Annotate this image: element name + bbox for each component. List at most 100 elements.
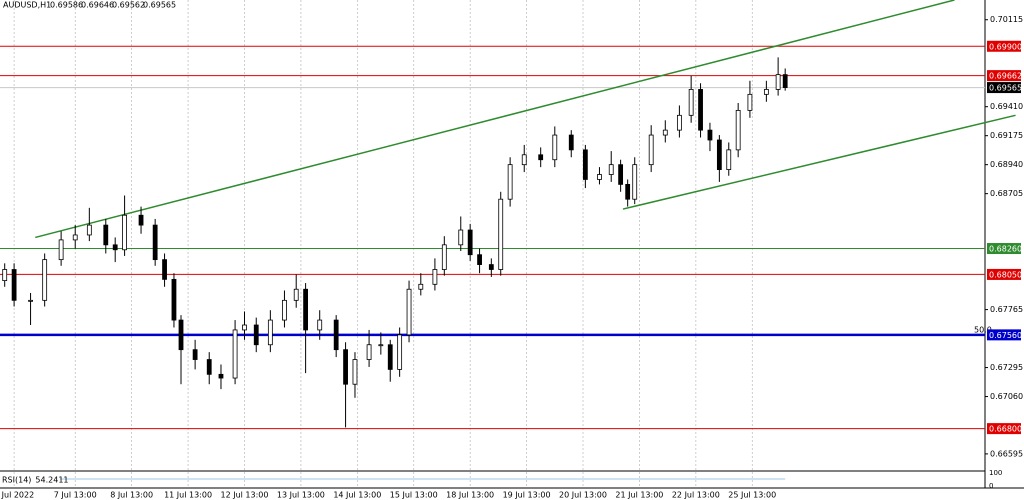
x-tick-label: 19 Jul 13:00	[503, 491, 551, 500]
candle-body	[726, 149, 732, 170]
x-tick-label: 7 Jul 13:00	[54, 491, 97, 500]
candle-body	[267, 319, 273, 346]
candle-body	[103, 224, 109, 246]
x-tick-label: 21 Jul 13:00	[615, 491, 663, 500]
candle-body	[28, 299, 33, 302]
candle-body	[648, 134, 654, 166]
x-tick-label: 22 Jul 13:00	[672, 491, 720, 500]
candle-body	[568, 134, 574, 151]
candle-body	[192, 349, 198, 360]
level-label-box	[987, 70, 1021, 82]
candle-body	[232, 329, 238, 379]
header-value: 0.69562	[112, 1, 145, 10]
candle-body	[282, 299, 287, 321]
level-label-box	[987, 329, 1021, 341]
candle-body	[698, 89, 703, 131]
candle-body	[458, 229, 464, 246]
candle-body	[582, 149, 588, 180]
candle-body	[86, 224, 92, 236]
y-tick-label: 0.67060	[990, 392, 1023, 401]
rsi-tick-label: 100	[989, 469, 1002, 477]
candle-body	[352, 359, 358, 385]
x-tick-label: 13 Jul 13:00	[277, 491, 325, 500]
y-tick-label: 0.68940	[990, 160, 1023, 169]
y-tick-label: 0.68705	[990, 189, 1023, 198]
candle-body	[597, 174, 602, 180]
y-tick-label: 0.67295	[990, 363, 1023, 372]
candle-body	[477, 254, 482, 265]
level-label-box	[987, 82, 1021, 94]
x-tick-label: 14 Jul 13:00	[333, 491, 381, 500]
candle-body	[253, 324, 259, 346]
axes: 5 Jul 2022 7 Jul 13:00 8 Jul 13:00 11 Jul 1…	[0, 15, 1023, 499]
candle-body	[676, 114, 682, 131]
candle-body	[42, 259, 48, 301]
candle-body	[293, 288, 299, 301]
candle-body	[688, 89, 694, 116]
candle-body	[418, 283, 424, 290]
candle-body	[441, 244, 447, 270]
y-tick-label: 0.69410	[990, 102, 1023, 111]
level-label: 0.68260	[989, 245, 1022, 254]
x-tick-label: 18 Jul 13:00	[446, 491, 494, 500]
candle-body	[242, 324, 247, 331]
candle-body	[343, 349, 348, 385]
y-tick-label: 0.66595	[990, 449, 1023, 458]
candle-body	[538, 154, 544, 161]
candle-body	[171, 278, 177, 321]
y-tick-label: 0.70115	[990, 15, 1023, 24]
candle-body	[707, 129, 713, 141]
candle-body	[552, 134, 558, 161]
candle-body	[122, 214, 127, 251]
candle-body	[498, 198, 504, 270]
candle-body	[716, 139, 722, 170]
level-label-box	[987, 423, 1021, 435]
candle-body	[662, 129, 668, 136]
candle-body	[747, 93, 753, 111]
trendline	[622, 114, 1016, 210]
x-tick-label: 8 Jul 13:00	[110, 491, 153, 500]
candle-body	[162, 259, 167, 280]
header-value: 0.69586	[50, 1, 83, 10]
level-label: 0.69565	[989, 84, 1022, 93]
candle-body	[138, 214, 144, 226]
level-label: 0.68050	[989, 270, 1022, 279]
candle-body	[58, 239, 64, 261]
candle-body	[507, 164, 513, 200]
candle-body	[432, 269, 438, 285]
candle-body	[763, 89, 769, 95]
candle-body	[625, 183, 631, 200]
candle-body	[488, 264, 494, 270]
rsi-tick-label: 0	[989, 482, 993, 490]
candle-body	[406, 288, 412, 336]
annotation: 50.0	[974, 325, 992, 334]
level-label-box	[987, 268, 1021, 280]
candle-body	[618, 164, 624, 185]
level-label: 0.69900	[989, 42, 1022, 51]
x-tick-label: 15 Jul 13:00	[390, 491, 438, 500]
level-label-box	[987, 40, 1021, 52]
candle-body	[218, 373, 224, 379]
candle-body	[333, 319, 339, 351]
x-tick-label: 5 Jul 2022	[0, 491, 34, 500]
candle-body	[11, 269, 17, 301]
level-label: 0.69662	[989, 72, 1022, 81]
y-tick-label: 0.69175	[990, 131, 1023, 140]
x-tick-label: 11 Jul 13:00	[164, 491, 212, 500]
candle-body	[397, 334, 403, 370]
x-tick-label: 25 Jul 13:00	[728, 491, 776, 500]
rsi-value: 54.2411	[35, 476, 68, 485]
candle-body	[387, 344, 393, 370]
trendline	[35, 0, 955, 239]
candle-body	[467, 229, 473, 256]
candle-body	[782, 74, 788, 88]
header-value: 0.69646	[81, 1, 114, 10]
candle-body	[303, 288, 309, 331]
candle-body	[112, 244, 118, 251]
candle-body	[735, 109, 741, 151]
plot: 50.0	[0, 0, 1016, 480]
symbol: AUDUSD,H1	[3, 1, 51, 10]
level-label-box	[987, 243, 1021, 255]
